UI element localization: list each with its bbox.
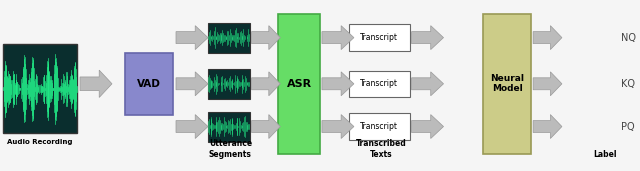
Text: Transcript: Transcript: [360, 79, 398, 88]
Text: Utterance
Segments: Utterance Segments: [209, 139, 252, 159]
Polygon shape: [533, 72, 562, 96]
Text: Neural
Model: Neural Model: [490, 74, 524, 94]
Text: Transcript: Transcript: [360, 122, 398, 131]
Text: Audio Recording: Audio Recording: [7, 139, 73, 144]
Text: VAD: VAD: [137, 79, 161, 89]
Text: Transcribed
Texts: Transcribed Texts: [355, 139, 406, 159]
Text: PQ: PQ: [621, 122, 634, 131]
Polygon shape: [412, 115, 444, 139]
Polygon shape: [533, 115, 562, 139]
FancyBboxPatch shape: [349, 24, 410, 51]
Polygon shape: [252, 115, 280, 139]
Polygon shape: [176, 26, 208, 50]
Polygon shape: [176, 72, 208, 96]
Text: KQ: KQ: [621, 79, 635, 89]
FancyBboxPatch shape: [349, 113, 410, 140]
Polygon shape: [252, 26, 280, 50]
FancyBboxPatch shape: [278, 14, 320, 154]
Polygon shape: [322, 26, 354, 50]
Text: NQ: NQ: [621, 33, 636, 43]
Polygon shape: [322, 72, 354, 96]
Polygon shape: [322, 115, 354, 139]
Text: ASR: ASR: [287, 79, 312, 89]
FancyBboxPatch shape: [349, 70, 410, 97]
FancyBboxPatch shape: [3, 44, 77, 133]
Polygon shape: [176, 115, 208, 139]
FancyBboxPatch shape: [483, 14, 531, 154]
FancyBboxPatch shape: [125, 53, 173, 115]
Polygon shape: [412, 72, 444, 96]
Polygon shape: [80, 70, 112, 97]
FancyBboxPatch shape: [208, 111, 250, 142]
Polygon shape: [412, 26, 444, 50]
Text: Label: Label: [593, 150, 616, 159]
Polygon shape: [533, 26, 562, 50]
Polygon shape: [252, 72, 280, 96]
FancyBboxPatch shape: [208, 23, 250, 53]
Text: Transcript: Transcript: [360, 33, 398, 42]
FancyBboxPatch shape: [208, 69, 250, 99]
